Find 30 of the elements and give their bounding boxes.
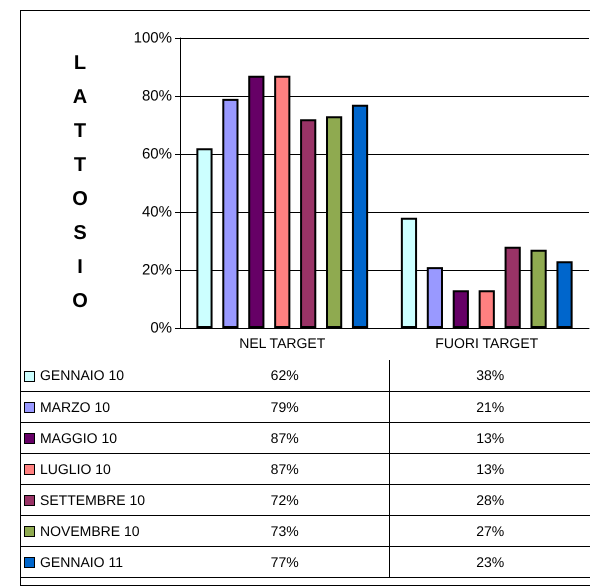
legend-label: LUGLIO 10 bbox=[20, 453, 180, 484]
legend-label: MAGGIO 10 bbox=[20, 422, 180, 453]
y-tick-label: 20% bbox=[142, 262, 172, 278]
legend-label: MARZO 10 bbox=[20, 391, 180, 422]
legend-label: NOVEMBRE 10 bbox=[20, 515, 180, 546]
data-label: 21% bbox=[390, 391, 590, 422]
data-label: 79% bbox=[180, 391, 390, 422]
data-label: 62% bbox=[180, 360, 390, 391]
data-label: 38% bbox=[390, 360, 590, 391]
x-tick-label: NEL TARGET bbox=[239, 335, 326, 351]
data-label: 13% bbox=[390, 422, 590, 453]
data-label: 72% bbox=[180, 484, 390, 515]
legend-label: GENNAIO 10 bbox=[20, 360, 180, 391]
legend-label: GENNAIO 11 bbox=[20, 546, 180, 577]
data-label: 87% bbox=[180, 453, 390, 484]
data-label: 13% bbox=[390, 453, 590, 484]
y-tick-label: 40% bbox=[142, 204, 172, 220]
data-label: 27% bbox=[390, 515, 590, 546]
data-label: 28% bbox=[390, 484, 590, 515]
data-label: 87% bbox=[180, 422, 390, 453]
y-tick-label: 60% bbox=[142, 146, 172, 162]
y-tick-label: 100% bbox=[134, 30, 172, 46]
legend-label: SETTEMBRE 10 bbox=[20, 484, 180, 515]
y-axis-title: LATTOSIO bbox=[68, 52, 91, 324]
data-label: 73% bbox=[180, 515, 390, 546]
y-tick-label: 80% bbox=[142, 88, 172, 104]
data-label: 23% bbox=[390, 546, 590, 577]
x-tick-label: FUORI TARGET bbox=[435, 335, 539, 351]
y-tick-label: 0% bbox=[150, 320, 172, 336]
data-label: 77% bbox=[180, 546, 390, 577]
